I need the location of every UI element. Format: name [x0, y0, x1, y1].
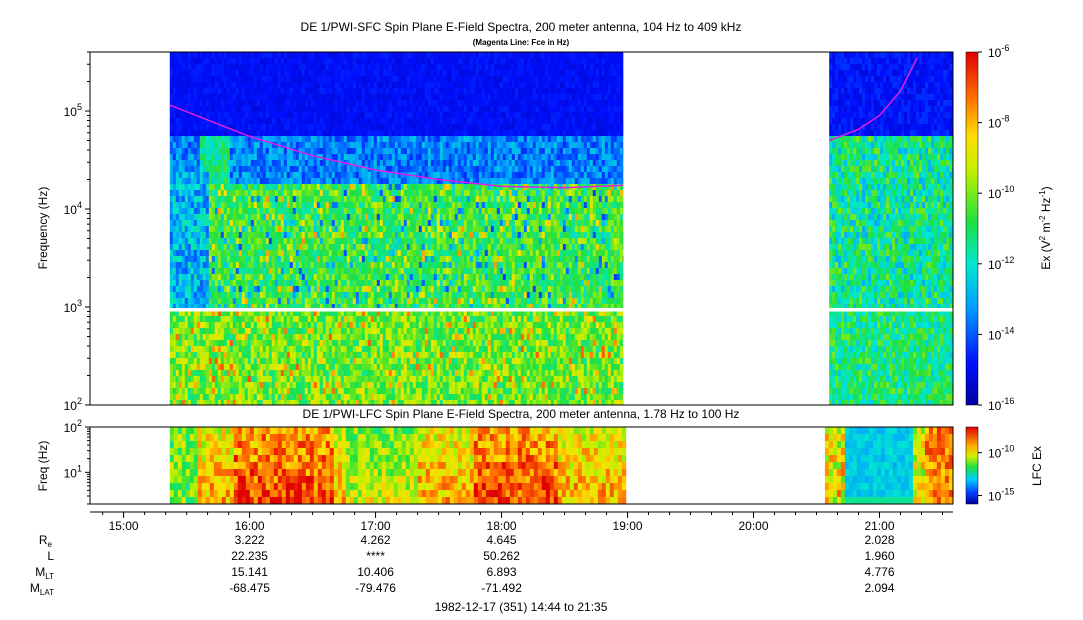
ephemeris-table: Re 3.222 4.262 4.645 2.028 L 22.235 **** 50.262 1…	[30, 533, 895, 597]
time-tick-label: 17:00	[361, 519, 391, 533]
time-tick-label: 20:00	[739, 519, 769, 533]
ephemeris-value: 4.776	[864, 565, 894, 579]
time-range-caption: 1982-12-17 (351) 14:44 to 21:35	[435, 600, 608, 614]
time-tick-label: 18:00	[487, 519, 517, 533]
bottom-y-axis-label: Freq (Hz)	[36, 441, 50, 492]
bottom-colorbar: 10-10 10-15 LFC Ex	[965, 426, 1044, 505]
ephemeris-value: -71.492	[481, 581, 522, 595]
bottom-plot-frame	[89, 426, 954, 505]
bottom-colorbar-tick-label: 10-10	[988, 444, 1014, 461]
ephemeris-row-label: Re	[39, 533, 53, 549]
ephemeris-value: 4.645	[487, 533, 517, 547]
top-spectrogram: 102 103 104 105 Frequency (Hz)	[36, 51, 954, 413]
top-spectrogram-data	[169, 52, 953, 405]
top-y-tick-label: 104	[64, 200, 82, 217]
top-colorbar-tick-label: 10-14	[988, 325, 1014, 342]
top-colorbar-tick-label: 10-12	[988, 255, 1014, 272]
top-colorbar: 10-6 10-8 10-10 10-12 10-14 10-16 Ex (V2 m-2 …	[965, 43, 1053, 413]
ephemeris-value: -68.475	[229, 581, 270, 595]
bottom-y-tick-label: 102	[64, 418, 82, 435]
top-colorbar-tick-label: 10-16	[988, 396, 1014, 413]
ephemeris-row-label: MLAT	[30, 581, 54, 597]
time-tick-label: 16:00	[235, 519, 265, 533]
top-colorbar-label: Ex (V2 m-2 Hz-1)	[1038, 186, 1053, 269]
bottom-colorbar-ticks: 10-10 10-15	[978, 444, 1014, 503]
top-y-axis-label: Frequency (Hz)	[36, 187, 50, 270]
ephemeris-value: 2.028	[864, 533, 894, 547]
ephemeris-row-label: L	[47, 549, 54, 563]
bottom-spectrogram-data	[169, 427, 953, 504]
top-y-axis: 102 103 104 105	[64, 51, 90, 413]
ephemeris-value: 6.893	[487, 565, 517, 579]
top-y-tick-label: 103	[64, 298, 82, 315]
time-tick-label: 21:00	[864, 519, 894, 533]
top-colorbar-tick-label: 10-6	[988, 43, 1009, 60]
ephemeris-row-label: MLT	[35, 565, 54, 581]
bottom-y-tick-label: 101	[64, 463, 82, 480]
fce-line	[169, 104, 624, 189]
ephemeris-value: 10.406	[357, 565, 394, 579]
top-colorbar-tick-label: 10-8	[988, 114, 1009, 131]
bottom-y-axis: 101 102	[64, 418, 90, 505]
fce-line	[828, 57, 918, 142]
ephemeris-value: 4.262	[361, 533, 391, 547]
bottom-chart-title: DE 1/PWI-LFC Spin Plane E-Field Spectra,…	[303, 407, 740, 421]
top-colorbar-tick-label: 10-10	[988, 184, 1014, 201]
bottom-colorbar-label: LFC Ex	[1030, 446, 1044, 486]
bottom-colorbar-scale	[965, 426, 979, 505]
top-colorbar-scale	[965, 51, 979, 406]
ephemeris-value: 50.262	[483, 549, 520, 563]
ephemeris-value: 15.141	[231, 565, 268, 579]
top-chart-title: DE 1/PWI-SFC Spin Plane E-Field Spectra,…	[301, 20, 742, 34]
time-axis: 15:00 16:00 17:00 18:00 19:00 20:00 21:00	[90, 511, 953, 533]
top-colorbar-ticks: 10-6 10-8 10-10 10-12 10-14 10-16	[978, 43, 1014, 413]
bottom-spectrogram: 101 102 Freq (Hz)	[36, 418, 954, 505]
top-plot-frame	[89, 51, 954, 406]
time-tick-label: 19:00	[613, 519, 643, 533]
top-chart-subtitle: (Magenta Line: Fce in Hz)	[473, 38, 570, 47]
top-y-tick-label: 102	[64, 396, 82, 413]
ephemeris-value: 1.960	[864, 549, 894, 563]
ephemeris-value: 2.094	[864, 581, 894, 595]
ephemeris-value: 3.222	[235, 533, 265, 547]
ephemeris-value: -79.476	[355, 581, 396, 595]
ephemeris-value: ****	[366, 549, 385, 563]
time-tick-label: 15:00	[109, 519, 139, 533]
bottom-colorbar-tick-label: 10-15	[988, 486, 1014, 503]
ephemeris-value: 22.235	[231, 549, 268, 563]
top-y-tick-label: 105	[64, 102, 82, 119]
